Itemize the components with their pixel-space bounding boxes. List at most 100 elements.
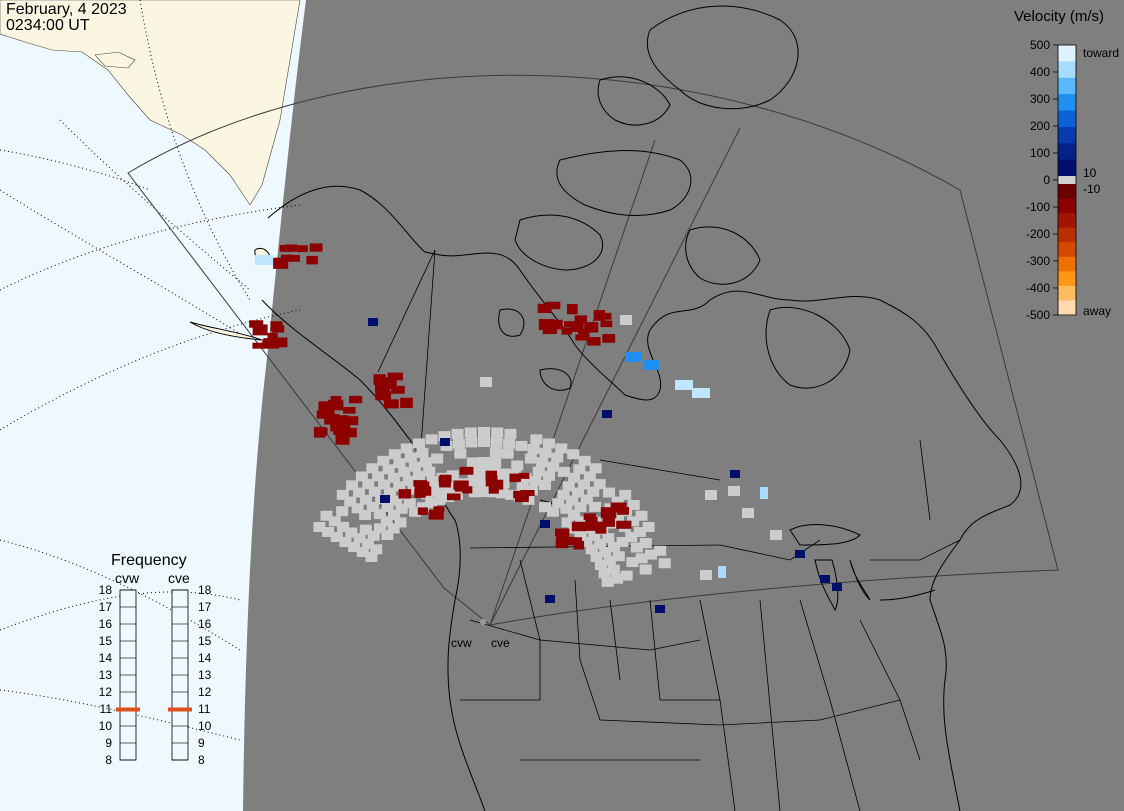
scatter-cell — [490, 437, 503, 448]
scatter-cell — [574, 530, 587, 541]
radar-sites: cvw cve — [451, 619, 510, 650]
colorbar-swatch — [1058, 184, 1076, 200]
scatter-cell — [318, 401, 330, 411]
scatter-cell — [353, 533, 366, 544]
scatter-cell — [419, 457, 432, 468]
scatter-cell — [599, 547, 612, 557]
colorbar-swatch — [1058, 213, 1076, 229]
scatter-cell — [381, 530, 394, 541]
scatter-cell — [580, 494, 593, 505]
frequency-tick-label: 13 — [198, 668, 212, 682]
scatter-cell — [322, 527, 335, 537]
scatter-cell — [361, 538, 374, 549]
scatter-cell — [498, 468, 511, 479]
scatter-cell — [604, 507, 617, 519]
scatter-cell — [644, 549, 657, 560]
scatter-cell — [480, 377, 492, 387]
colorbar-swatch — [1058, 227, 1076, 243]
scatter-cell — [530, 434, 543, 445]
colorbar-tick-label: 400 — [1030, 65, 1050, 79]
scatter-cell — [433, 494, 446, 505]
scatter-cell — [388, 449, 401, 460]
scatter-cell — [515, 440, 528, 451]
scatter-cell — [603, 555, 616, 566]
scatter-cell — [373, 374, 386, 385]
scatter-cell — [616, 537, 629, 547]
scatter-cell — [400, 397, 413, 409]
scatter-cell — [416, 502, 429, 513]
colorbar-swatch — [1058, 143, 1076, 161]
scatter-cell — [555, 538, 569, 549]
scatter-cell — [585, 517, 598, 525]
scatter-cell — [490, 479, 504, 490]
scatter-cell — [545, 595, 555, 603]
scatter-cell — [562, 481, 575, 492]
toward-label: toward — [1083, 46, 1119, 60]
scatter-cell — [505, 489, 518, 500]
scatter-cell — [578, 328, 589, 337]
scatter-cell — [383, 399, 399, 409]
scatter-cell — [607, 564, 620, 575]
scatter-cell — [578, 455, 591, 466]
scatter-cell — [501, 448, 514, 459]
scatter-cell — [532, 466, 545, 477]
scatter-cell — [612, 551, 625, 562]
scatter-cell — [320, 510, 333, 521]
scatter-cell — [639, 538, 652, 549]
scatter-cell — [328, 516, 341, 527]
scatter-cell — [407, 484, 420, 495]
scatter-cell — [571, 521, 587, 532]
scatter-cell — [365, 552, 378, 562]
scatter-cell — [700, 570, 712, 580]
frequency-tick-label: 10 — [198, 719, 212, 733]
frequency-tick-label: 17 — [99, 600, 113, 614]
scatter-cell — [594, 538, 607, 549]
scatter-cell — [402, 475, 415, 486]
scatter-cell — [543, 470, 556, 481]
frequency-tick-label: 8 — [105, 753, 112, 767]
scatter-cell — [375, 391, 392, 401]
scatter-cell — [417, 507, 428, 515]
scatter-cell — [625, 352, 641, 362]
scatter-cell — [368, 486, 381, 497]
colorbar-tick-label: -500 — [1026, 308, 1050, 322]
frequency-tick-label: 18 — [198, 583, 212, 597]
scatter-cell — [601, 576, 614, 587]
away-label: away — [1083, 304, 1111, 318]
scatter-cell — [518, 472, 530, 479]
scatter-cell — [594, 560, 607, 571]
scatter-cell — [333, 424, 346, 435]
scatter-cell — [327, 399, 344, 409]
scatter-cell — [391, 385, 405, 394]
frequency-tick-label: 9 — [105, 736, 112, 750]
scatter-cell — [585, 544, 598, 555]
scatter-cell — [380, 516, 393, 527]
frequency-tick-label: 12 — [198, 685, 212, 699]
scatter-cell — [346, 416, 359, 426]
scatter-cell — [373, 523, 386, 534]
scatter-cell — [524, 453, 537, 464]
scatter-cell — [336, 506, 349, 517]
scatter-cell — [355, 471, 368, 482]
scatter-cell — [556, 529, 569, 539]
scatter-cell — [552, 498, 565, 509]
scatter-cell — [431, 453, 444, 464]
siberia-landmass — [0, 0, 301, 206]
scatter-cell — [339, 537, 352, 547]
scatter-cell — [635, 510, 648, 521]
scatter-cell — [430, 485, 443, 496]
scatter-cell — [602, 517, 615, 527]
scatter-cell — [539, 447, 552, 458]
colorbar-tick-label: -400 — [1026, 281, 1050, 295]
scatter-cell — [575, 334, 590, 341]
scatter-cell — [404, 452, 417, 463]
colorbar-swatch — [1058, 94, 1076, 111]
frequency-tick-label: 8 — [198, 753, 205, 767]
scatter-cell — [372, 471, 385, 482]
scatter-cell — [383, 487, 396, 498]
scatter-cell — [446, 470, 459, 481]
scatter-cell — [511, 460, 524, 471]
scatter-cell — [489, 457, 502, 468]
scatter-cell — [675, 380, 693, 390]
scatter-cell — [285, 244, 298, 252]
